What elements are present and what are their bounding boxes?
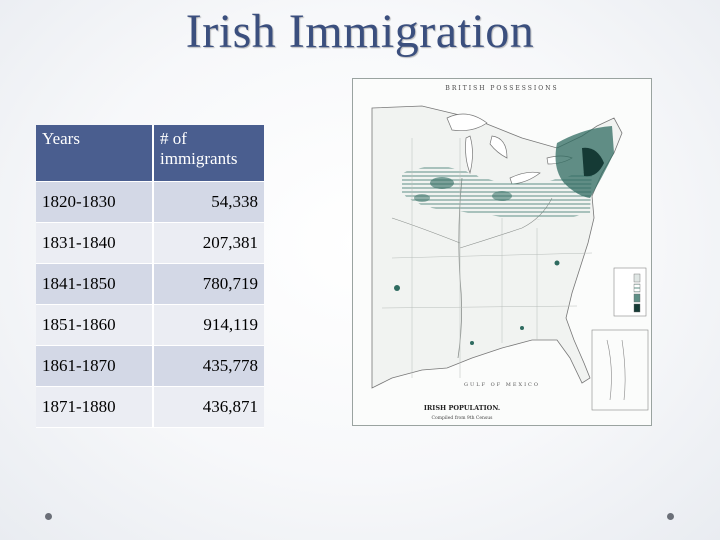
table-row: 1820-1830 54,338	[36, 181, 264, 223]
nav-dot-right	[667, 513, 674, 520]
table-row: 1861-1870 435,778	[36, 345, 264, 387]
slide-title: Irish Immigration	[185, 5, 535, 58]
map-graphic: BRITISH POSSESSIONS	[352, 78, 652, 426]
map-top-label: BRITISH POSSESSIONS	[445, 85, 558, 92]
cell-count: 780,719	[153, 263, 264, 305]
cell-years: 1841-1850	[36, 263, 154, 305]
immigration-table: Years # of immigrants 1820-1830 54,338 1…	[36, 125, 264, 428]
cell-years: 1831-1840	[36, 222, 154, 264]
cell-count: 435,778	[153, 345, 264, 387]
patch-louisiana	[470, 341, 474, 345]
legend-swatch	[633, 273, 641, 283]
river-missouri	[391, 217, 461, 244]
cell-years: 1871-1880	[36, 386, 154, 428]
cell-count: 436,871	[153, 386, 264, 428]
legend-swatch	[633, 283, 641, 293]
legend-swatch	[633, 303, 641, 313]
patch-southwest	[394, 285, 400, 291]
cell-count: 54,338	[153, 181, 264, 223]
table-row: 1831-1840 207,381	[36, 222, 264, 264]
legend-swatch	[633, 293, 641, 303]
lake-huron	[489, 135, 508, 159]
table-row: 1851-1860 914,119	[36, 304, 264, 346]
irish-population-map: BRITISH POSSESSIONS	[352, 78, 652, 426]
cell-count: 914,119	[153, 304, 264, 346]
new-york-density	[582, 147, 604, 177]
gulf-label: GULF OF MEXICO	[464, 382, 540, 388]
patch-illinois	[430, 177, 454, 189]
inset-coast	[606, 339, 626, 401]
patch-ohio	[492, 191, 512, 201]
patch-georgia	[520, 326, 524, 330]
header-immigrants: # of immigrants	[153, 125, 264, 182]
nav-dot-left	[45, 513, 52, 520]
patch-virginia	[554, 260, 560, 266]
map-caption-sub: Compiled from 9th Census	[432, 415, 494, 421]
inset-map	[591, 329, 649, 411]
header-years: Years	[36, 125, 154, 182]
table-row: 1841-1850 780,719	[36, 263, 264, 305]
map-caption-title: IRISH POPULATION.	[424, 404, 500, 412]
cell-count: 207,381	[153, 222, 264, 264]
state-borders	[411, 138, 538, 378]
patch-iowa	[414, 194, 430, 202]
state-borders-horizontal	[381, 252, 593, 309]
table-row: 1871-1880 436,871	[36, 386, 264, 428]
table-header-row: Years # of immigrants	[36, 125, 264, 182]
cell-years: 1851-1860	[36, 304, 154, 346]
map-legend	[613, 267, 647, 317]
cell-years: 1861-1870	[36, 345, 154, 387]
cell-years: 1820-1830	[36, 181, 154, 223]
lake-superior	[446, 113, 488, 132]
